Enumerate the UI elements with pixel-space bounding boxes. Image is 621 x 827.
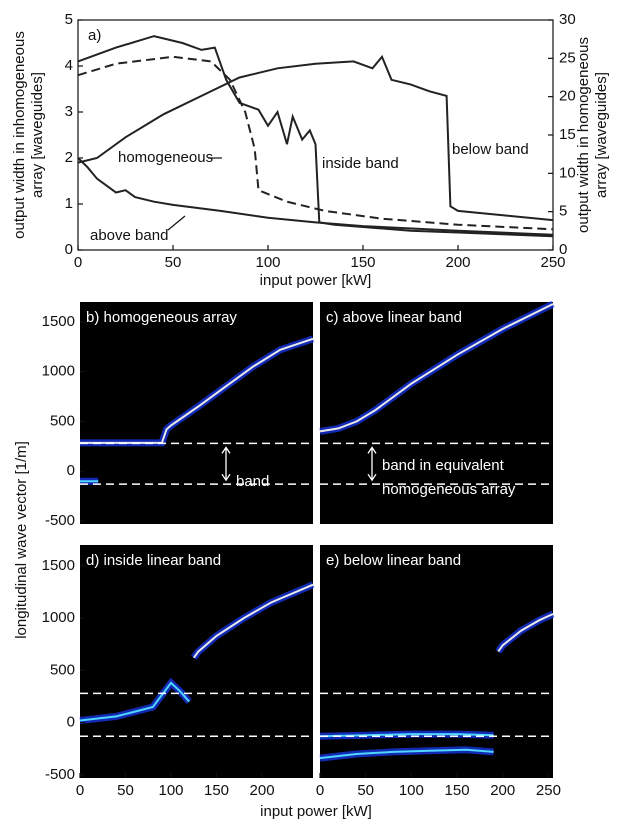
annotation: below band <box>452 141 529 158</box>
y2-tick-label: 25 <box>559 49 576 66</box>
y-tick-label: 1000 <box>42 363 75 380</box>
y2-axis-label: array [waveguides] <box>593 72 610 198</box>
annotation: above band <box>90 227 168 244</box>
y-tick-label: 4 <box>65 57 73 74</box>
heatmap-background <box>80 302 313 524</box>
x-tick-label: 200 <box>250 782 275 799</box>
x-tick-label: 0 <box>74 254 82 271</box>
y-tick-label: 0 <box>65 241 73 258</box>
band-arrow <box>221 446 231 482</box>
y-tick-label: 0 <box>67 462 75 479</box>
y2-tick-label: 30 <box>559 11 576 28</box>
x-tick-label: 0 <box>76 782 84 799</box>
x-tick-label: 100 <box>159 782 184 799</box>
y2-tick-label: 0 <box>559 241 567 258</box>
y-tick-label: 2 <box>65 149 73 166</box>
annotation: homogeneous <box>118 149 213 166</box>
intensity-ridge <box>79 681 190 722</box>
data-line <box>77 35 554 238</box>
y-axis-label: longitudinal wave vector [1/m] <box>13 441 30 639</box>
panel-label: e) below linear band <box>326 552 461 569</box>
heatmap-background <box>320 545 553 778</box>
annotation: inside band <box>322 155 399 172</box>
y-tick-label: 5 <box>65 11 73 28</box>
x-tick-label: 200 <box>490 782 515 799</box>
y2-tick-label: 10 <box>559 164 576 181</box>
intensity-ridge <box>497 613 554 653</box>
y-axis-label: array [waveguides] <box>29 72 46 198</box>
x-axis-label: input power [kW] <box>260 803 372 820</box>
intensity-ridge <box>192 583 314 659</box>
x-tick-label: 250 <box>536 782 561 799</box>
y-axis-label: output width in inhomogeneous <box>11 31 28 239</box>
y-tick-label: -500 <box>45 512 75 529</box>
x-tick-label: 50 <box>357 782 374 799</box>
y-tick-label: 3 <box>65 103 73 120</box>
data-line <box>77 157 554 236</box>
x-tick-label: 250 <box>540 254 565 271</box>
plot-frame <box>77 19 554 251</box>
y-tick-label: 1500 <box>42 557 75 574</box>
leader <box>167 215 186 231</box>
data-line <box>77 54 554 222</box>
y-tick-label: 1500 <box>42 313 75 330</box>
intensity-ridge <box>319 748 494 760</box>
panel-label: c) above linear band <box>326 309 462 326</box>
x-tick-label: 0 <box>316 782 324 799</box>
y-tick-label: 500 <box>50 661 75 678</box>
y-tick-label: 1 <box>65 195 73 212</box>
annotation: homogeneous array <box>382 481 516 498</box>
annotation: band <box>236 473 269 490</box>
panel-label: a) <box>88 27 101 44</box>
panel-label: b) homogeneous array <box>86 309 237 326</box>
y-tick-label: -500 <box>45 766 75 783</box>
y-tick-label: 0 <box>67 714 75 731</box>
intensity-ridge <box>319 303 554 433</box>
y2-axis-label: output width in homogeneous <box>575 37 592 233</box>
x-axis-label: input power [kW] <box>260 272 372 289</box>
x-tick-label: 100 <box>255 254 280 271</box>
band-arrow <box>367 446 377 482</box>
x-tick-label: 50 <box>117 782 134 799</box>
y-tick-label: 1000 <box>42 609 75 626</box>
y2-tick-label: 20 <box>559 88 576 105</box>
x-tick-label: 150 <box>204 782 229 799</box>
y2-tick-label: 15 <box>559 126 576 143</box>
x-tick-label: 200 <box>445 254 470 271</box>
panel-label: d) inside linear band <box>86 552 221 569</box>
x-tick-label: 50 <box>165 254 182 271</box>
y2-tick-label: 5 <box>559 203 567 220</box>
heatmap-background <box>80 545 313 778</box>
annotation: band in equivalent <box>382 457 505 474</box>
heatmap-background <box>320 302 553 524</box>
x-tick-label: 150 <box>445 782 470 799</box>
x-tick-label: 100 <box>399 782 424 799</box>
y-tick-label: 500 <box>50 412 75 429</box>
x-tick-label: 150 <box>350 254 375 271</box>
